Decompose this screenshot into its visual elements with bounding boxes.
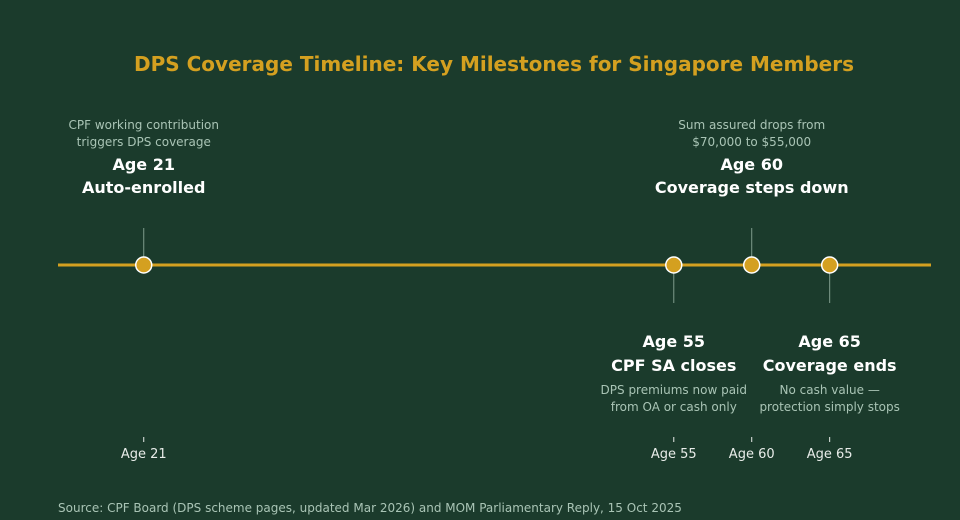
milestone-note-line: CPF working contribution: [69, 118, 219, 132]
milestone-note-line: from OA or cash only: [611, 400, 737, 414]
milestone-marker: [665, 256, 683, 274]
milestone-title: CPF SA closes: [611, 356, 736, 375]
milestones-group: CPF working contribution triggers DPS cov…: [69, 118, 900, 414]
milestone-age-65: Age 65 Coverage ends No cash value — protec…: [759, 256, 900, 414]
milestone-marker: [820, 256, 839, 274]
diagram-title: DPS Coverage Timeline: Key Milestones fo…: [134, 52, 854, 76]
source-note: Source: CPF Board (DPS scheme pages, upd…: [58, 501, 682, 515]
milestone-age-label: Age 60: [720, 155, 783, 174]
milestone-note-line: $70,000 to $55,000: [692, 135, 811, 149]
milestone-note-line: No cash value —: [779, 383, 879, 397]
milestone-note-line: DPS premiums now paid: [601, 383, 747, 397]
milestone-age-label: Age 21: [112, 155, 175, 174]
milestone-title: Coverage steps down: [655, 178, 849, 197]
milestone-title: Coverage ends: [763, 356, 897, 375]
milestone-note-line: protection simply stops: [759, 400, 899, 414]
milestone-age-label: Age 55: [643, 332, 706, 351]
milestone-age-21: CPF working contribution triggers DPS cov…: [69, 118, 219, 274]
milestone-title: Auto-enrolled: [82, 178, 205, 197]
milestone-marker: [134, 256, 153, 274]
milestone-age-55: Age 55 CPF SA closes DPS premiums now paid…: [601, 256, 747, 414]
axis-tick-label: Age 55: [651, 447, 697, 462]
milestone-age-60: Sum assured drops from $70,000 to $55,000…: [655, 118, 849, 274]
milestone-note-line: triggers DPS coverage: [77, 135, 211, 149]
axis-tick-label: Age 21: [121, 447, 167, 462]
milestone-note-line: Sum assured drops from: [678, 118, 825, 132]
milestone-marker: [742, 256, 761, 274]
milestone-age-label: Age 65: [798, 332, 861, 351]
tick-group: Age 21 Age 55 Age 60 Age 65: [121, 437, 853, 462]
axis-tick-label: Age 65: [807, 447, 853, 462]
axis-tick-label: Age 60: [729, 447, 775, 462]
